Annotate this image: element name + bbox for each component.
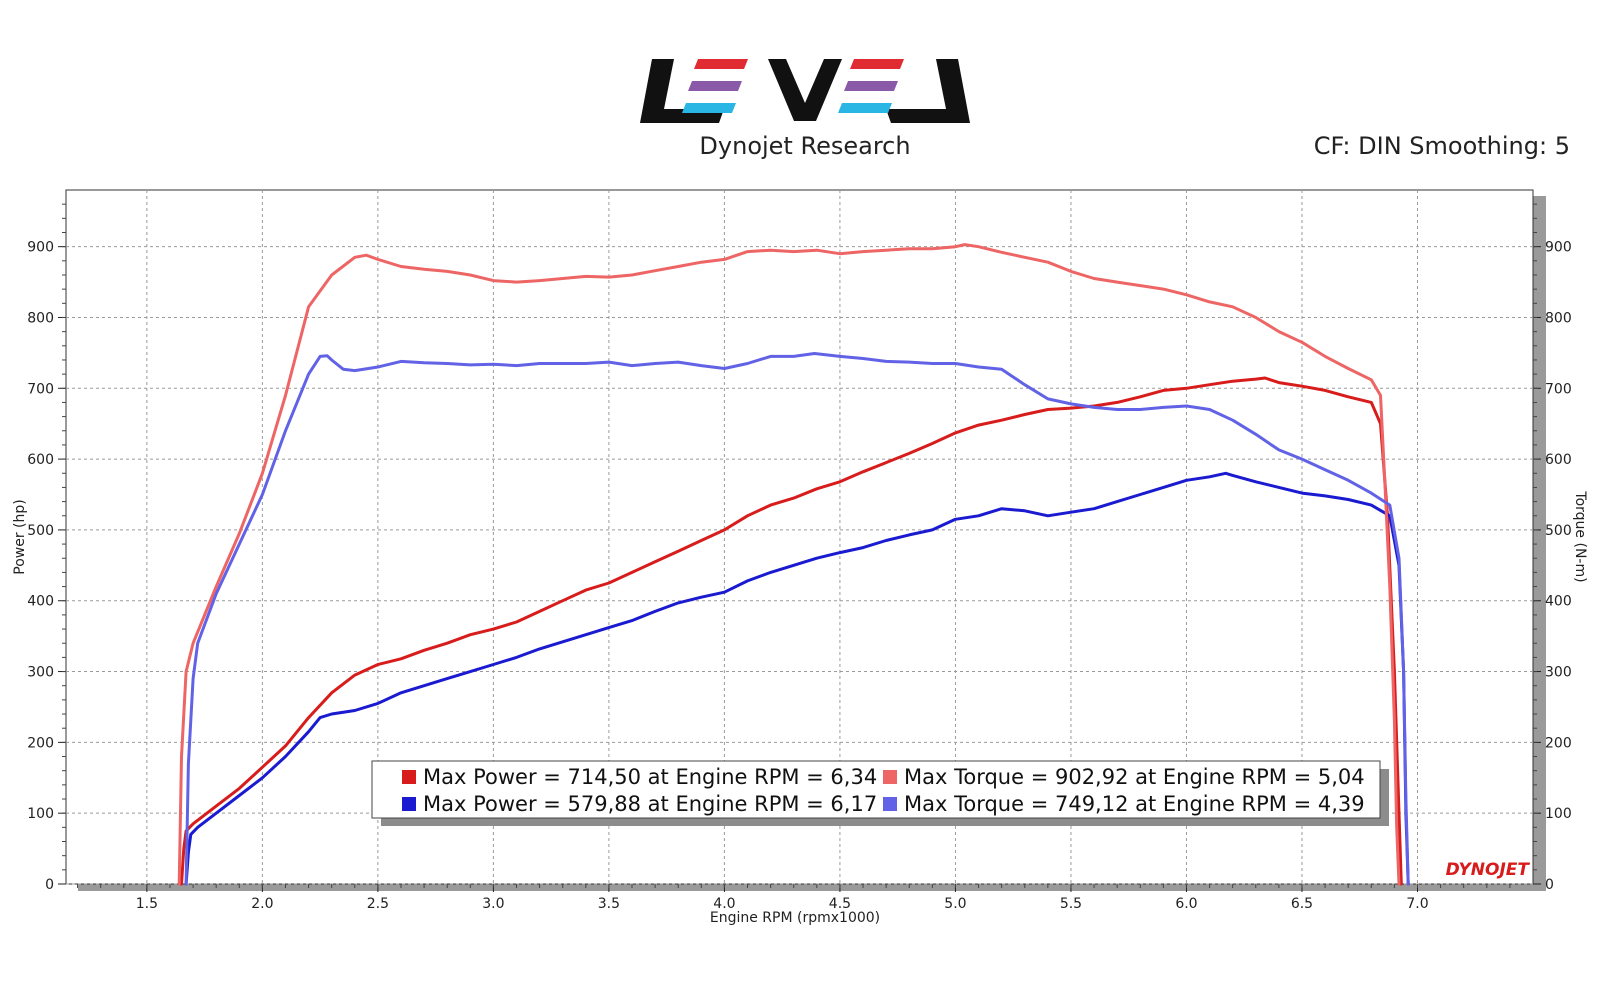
series-line-torque-2 [184, 352, 1410, 886]
y-tick-label-left-9: 900 [27, 240, 54, 256]
x-tick-label-2: 2.5 [367, 896, 389, 912]
logo-bracket-left [640, 59, 724, 123]
y-axis-title-right: Torque (N-m) [1572, 490, 1588, 582]
y-tick-label-left-1: 100 [27, 806, 54, 822]
x-tick-label-11: 7.0 [1406, 896, 1428, 912]
x-tick-label-4: 3.5 [598, 896, 620, 912]
y-tick-label-left-7: 700 [27, 381, 54, 397]
legend-swatch-power-2 [402, 797, 416, 811]
x-tick-label-6: 4.5 [829, 896, 851, 912]
dynojet-mark: DYNOJET [1446, 860, 1531, 880]
subtitle: Dynojet Research [699, 132, 911, 160]
x-tick-label-1: 2.0 [251, 896, 273, 912]
level-logo [640, 59, 970, 123]
y-tick-label-right-1: 100 [1545, 806, 1572, 822]
y-tick-label-left-3: 300 [27, 665, 54, 681]
x-tick-label-10: 6.5 [1291, 896, 1313, 912]
x-axis-title: Engine RPM (rpmx1000) [710, 910, 880, 926]
y-tick-label-right-0: 0 [1545, 877, 1554, 893]
logo-v-mark [768, 59, 842, 121]
y-tick-label-right-7: 700 [1545, 381, 1572, 397]
y-axis-title-left: Power (hp) [12, 499, 28, 574]
x-axis: 1.5 2.0 2.5 3.0 3.5 4.0 4.5 5.0 5.5 6.0 6.5 7.0 [77, 884, 1511, 912]
x-tick-label-0: 1.5 [136, 896, 158, 912]
y-tick-label-right-8: 800 [1545, 310, 1572, 326]
y-tick-label-right-2: 200 [1545, 735, 1572, 751]
y-tick-label-left-4: 400 [27, 594, 54, 610]
y-tick-label-left-6: 600 [27, 452, 54, 468]
y-axis-right: 0 100 200 300 400 500 600 700 800 900 [1533, 203, 1572, 893]
logo-bar-cyan-1 [682, 103, 736, 113]
y-tick-label-right-5: 500 [1545, 523, 1572, 539]
y-axis-left: 0 100 200 300 400 500 600 700 800 900 [27, 203, 66, 893]
legend: Max Power = 714,50 at Engine RPM = 6,34 … [371, 760, 1389, 826]
x-tick-label-8: 5.5 [1060, 896, 1082, 912]
y-tick-label-right-9: 900 [1545, 240, 1572, 256]
logo-bar-red-1 [694, 59, 748, 69]
series-line-power-2 [184, 471, 1410, 886]
logo-bar-cyan-2 [838, 103, 892, 113]
x-tick-label-9: 6.0 [1175, 896, 1197, 912]
y-tick-label-left-0: 0 [45, 877, 54, 893]
y-tick-label-right-3: 300 [1545, 665, 1572, 681]
logo-bar-purple-2 [844, 81, 898, 91]
y-tick-label-left-2: 200 [27, 735, 54, 751]
legend-swatch-power-1 [402, 770, 416, 784]
x-tick-label-5: 4.0 [713, 896, 735, 912]
legend-label-torque-2: Max Torque = 749,12 at Engine RPM = 4,39 [904, 792, 1365, 816]
logo-bar-red-2 [850, 59, 904, 69]
dynojet-brand-text: DYNOJET [1446, 860, 1531, 880]
series-lines [177, 243, 1410, 886]
series-line-torque-1 [177, 243, 1401, 886]
logo-bracket-right [886, 59, 970, 123]
y-tick-label-left-5: 500 [27, 523, 54, 539]
x-tick-label-7: 5.0 [944, 896, 966, 912]
logo-bar-purple-1 [688, 81, 742, 91]
legend-swatch-torque-2 [883, 797, 897, 811]
y-tick-label-left-8: 800 [27, 310, 54, 326]
legend-label-power-1: Max Power = 714,50 at Engine RPM = 6,34 [423, 765, 877, 789]
legend-label-power-2: Max Power = 579,88 at Engine RPM = 6,17 [423, 792, 877, 816]
legend-box [371, 760, 1381, 819]
legend-swatch-torque-1 [883, 770, 897, 784]
x-tick-label-3: 3.0 [482, 896, 504, 912]
cf-smoothing-info: CF: DIN Smoothing: 5 [1313, 132, 1570, 160]
y-tick-label-right-6: 600 [1545, 452, 1572, 468]
series-line-power-1 [180, 376, 1403, 886]
y-tick-label-right-4: 400 [1545, 594, 1572, 610]
legend-label-torque-1: Max Torque = 902,92 at Engine RPM = 5,04 [904, 765, 1365, 789]
